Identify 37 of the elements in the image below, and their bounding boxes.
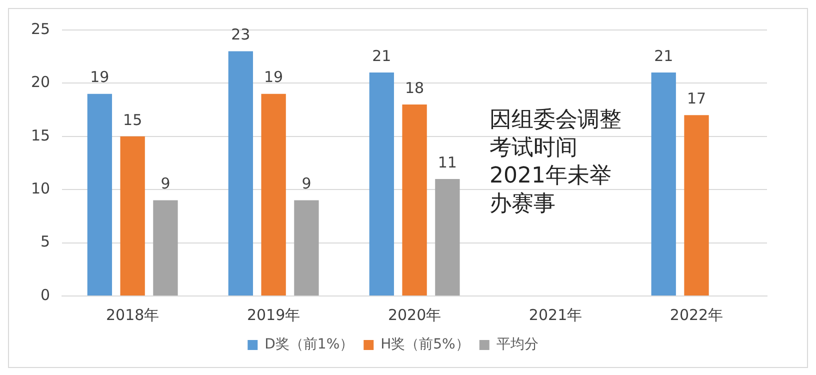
y-tick-label: 20 xyxy=(30,73,50,92)
bar xyxy=(684,115,709,296)
y-tick-label: 5 xyxy=(40,232,50,251)
data-label: 19 xyxy=(264,68,284,86)
data-label: 9 xyxy=(160,174,170,193)
bar xyxy=(87,94,112,296)
data-label: 15 xyxy=(123,110,142,129)
data-label: 11 xyxy=(438,153,457,172)
legend-label: D奖（前1%） xyxy=(264,336,354,353)
x-tick-label: 2021年 xyxy=(528,306,582,324)
x-tick-label: 2019年 xyxy=(246,306,300,324)
bar xyxy=(294,200,319,296)
data-label: 18 xyxy=(404,78,424,97)
data-label: 23 xyxy=(231,26,250,44)
y-tick-label: 25 xyxy=(30,20,50,38)
data-label: 21 xyxy=(654,46,674,65)
bar xyxy=(402,104,427,296)
data-label: 19 xyxy=(90,68,110,86)
bar xyxy=(651,72,676,296)
bar xyxy=(435,178,460,296)
bar xyxy=(120,136,145,296)
data-label: 17 xyxy=(686,90,706,108)
bar xyxy=(369,72,394,296)
legend-label: 平均分 xyxy=(496,336,538,353)
bar xyxy=(261,94,286,296)
x-tick-label: 2022年 xyxy=(670,306,724,324)
legend-label: H奖（前5%） xyxy=(380,336,470,353)
x-tick-label: 2020年 xyxy=(388,306,442,324)
y-tick-label: 10 xyxy=(30,179,50,198)
bar xyxy=(153,200,178,296)
y-tick-label: 15 xyxy=(30,126,50,144)
y-tick-label: 0 xyxy=(40,286,50,304)
data-label: 9 xyxy=(302,174,312,193)
bar xyxy=(228,51,253,296)
x-tick-label: 2018年 xyxy=(106,306,160,324)
data-label: 21 xyxy=(372,46,392,65)
annotation: 因组委会调整考试时间2021年未举办赛事 xyxy=(490,108,622,217)
